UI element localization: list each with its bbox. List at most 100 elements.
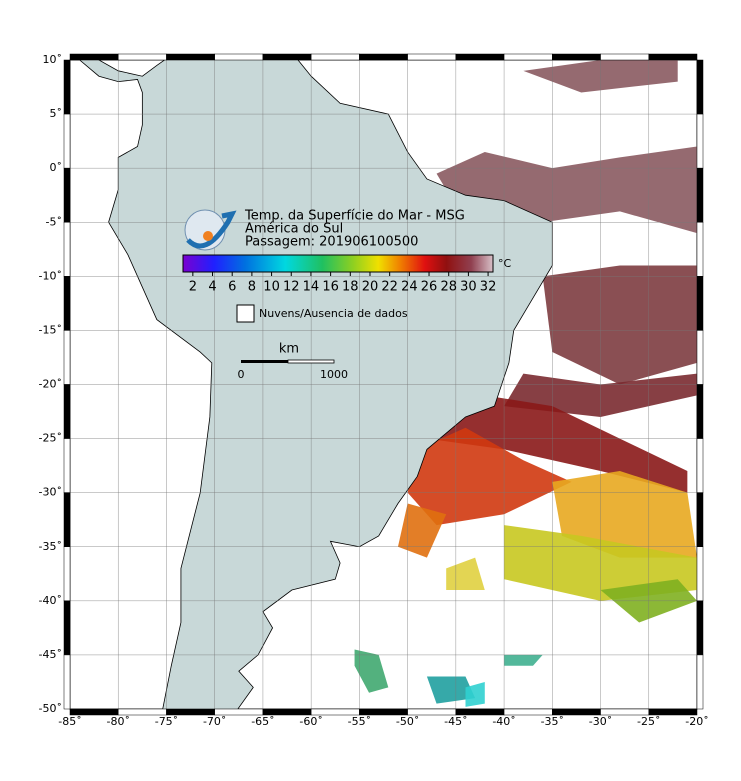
sst-patch xyxy=(354,649,389,693)
frame-segment xyxy=(503,53,553,61)
frame-segment xyxy=(455,53,505,61)
lat-tick-label: -10˚ xyxy=(39,269,62,282)
lon-tick-label: -50˚ xyxy=(396,715,419,728)
lat-tick-label: -40˚ xyxy=(39,594,62,607)
logo xyxy=(184,209,237,251)
lat-tick-label: -50˚ xyxy=(39,702,62,715)
lon-tick-label: -40˚ xyxy=(492,715,515,728)
lon-tick-label: -55˚ xyxy=(348,715,371,728)
lon-tick-label: -45˚ xyxy=(444,715,467,728)
colorbar-tick-label: 4 xyxy=(208,280,216,295)
frame-segment xyxy=(63,492,71,547)
lon-tick-label: -20˚ xyxy=(685,715,708,728)
sst-patch xyxy=(426,395,688,493)
frame-segment xyxy=(696,384,704,439)
frame-segment xyxy=(63,59,71,115)
frame-segment xyxy=(696,222,704,277)
sst-patch xyxy=(426,676,476,704)
colorbar-tick-label: 20 xyxy=(362,280,379,295)
lat-tick-label: -30˚ xyxy=(39,486,62,499)
frame-segment xyxy=(600,53,650,61)
colorbar-tick-label: 24 xyxy=(401,280,418,295)
frame-segment xyxy=(63,276,71,331)
map-frame xyxy=(63,53,704,716)
frame-segment xyxy=(63,384,71,439)
lon-tick-label: -65˚ xyxy=(251,715,274,728)
sst-patch xyxy=(407,427,572,526)
colorbar-tick-label: 12 xyxy=(283,280,300,295)
colorbar-tick-label: 22 xyxy=(381,280,398,295)
sst-patch xyxy=(397,503,447,558)
lat-tick-label: -5˚ xyxy=(46,215,62,228)
frame-segment xyxy=(69,53,119,61)
frame-segment xyxy=(63,600,71,656)
frame-segment xyxy=(696,438,704,493)
colorbar-tick-label: 6 xyxy=(228,280,236,295)
lat-tick-label: -45˚ xyxy=(39,648,62,661)
lat-tick-label: 10˚ xyxy=(43,53,63,66)
frame-segment xyxy=(63,546,71,602)
frame-segment xyxy=(262,53,312,61)
frame-segment xyxy=(63,654,71,710)
frame-segment xyxy=(696,492,704,547)
pass-time: Passagem: 201906100500 xyxy=(245,235,418,250)
frame-segment xyxy=(696,654,704,710)
colorbar-ticks: 2 4 6 8 10 12 14 16 18 20 22 24 26 28 30 32 xyxy=(189,272,496,295)
colorbar-tick-label: 26 xyxy=(421,280,438,295)
colorbar-tick-label: 16 xyxy=(322,280,339,295)
colorbar-unit: °C xyxy=(498,257,512,270)
frame-segment xyxy=(648,708,698,716)
lon-tick-label: -70˚ xyxy=(203,715,226,728)
frame-segment xyxy=(696,113,704,169)
frame-segment xyxy=(696,600,704,656)
colorbar-tick-label: 14 xyxy=(303,280,320,295)
sst-patch xyxy=(465,681,485,707)
lon-tick-label: -60˚ xyxy=(299,715,322,728)
frame-segment xyxy=(166,53,215,61)
scale-bar xyxy=(241,360,288,363)
sst-patch xyxy=(504,654,543,666)
lon-tick-label: -75˚ xyxy=(155,715,178,728)
colorbar-tick-label: 2 xyxy=(189,280,197,295)
colorbar-tick-label: 18 xyxy=(342,280,359,295)
frame-segment xyxy=(696,59,704,115)
scale-label: 1000 xyxy=(320,368,348,381)
lon-tick-label: -80˚ xyxy=(106,715,129,728)
frame-segment xyxy=(407,53,457,61)
frame-segment xyxy=(696,330,704,385)
lon-tick-label: -35˚ xyxy=(541,715,564,728)
frame-segment xyxy=(696,546,704,602)
frame-segment xyxy=(63,222,71,277)
legend-swatch xyxy=(236,304,255,323)
frame-segment xyxy=(63,113,71,169)
lon-tick-label: -85˚ xyxy=(58,715,81,728)
scale-bar xyxy=(287,359,335,364)
colorbar-tick-label: 28 xyxy=(440,280,457,295)
colorbar-tick-label: 30 xyxy=(460,280,477,295)
frame-segment xyxy=(63,438,71,493)
scale-unit: km xyxy=(279,342,299,357)
frame-segment xyxy=(63,330,71,385)
frame-segment xyxy=(63,167,71,223)
title: Temp. da Superfície do Mar - MSG xyxy=(244,209,465,224)
frame-segment xyxy=(310,53,360,61)
frame-segment xyxy=(117,53,167,61)
frame-segment xyxy=(696,167,704,223)
colorbar xyxy=(182,254,494,273)
frame-segment xyxy=(648,53,698,61)
subtitle: América do Sul xyxy=(245,222,343,237)
frame-segment xyxy=(552,53,601,61)
frame-segment xyxy=(696,276,704,331)
lat-tick-label: -35˚ xyxy=(39,540,62,553)
lat-tick-label: -15˚ xyxy=(39,323,62,336)
sst-patch xyxy=(542,265,697,385)
lat-tick-label: 0˚ xyxy=(50,161,63,174)
lat-tick-label: -25˚ xyxy=(39,432,62,445)
lat-tick-label: -20˚ xyxy=(39,378,62,391)
frame-segment xyxy=(359,53,408,61)
lon-tick-label: -25˚ xyxy=(637,715,660,728)
frame-segment xyxy=(214,53,264,61)
colorbar-tick-label: 10 xyxy=(263,280,280,295)
lat-tick-label: 5˚ xyxy=(50,107,63,120)
